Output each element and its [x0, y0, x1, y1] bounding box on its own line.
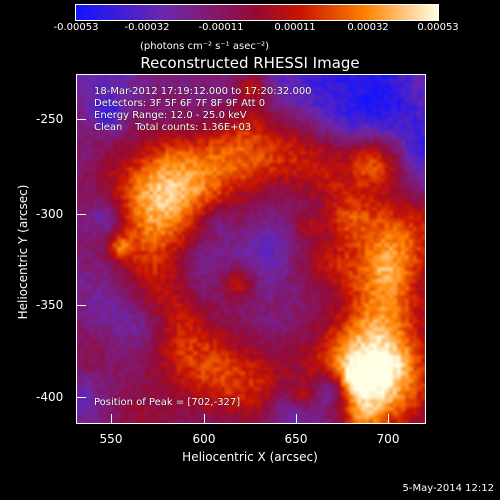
x-tick-mark	[296, 414, 297, 423]
annotation-method: Clean Total counts: 1.36E+03	[94, 122, 252, 133]
x-tick-mark	[388, 414, 389, 423]
colorbar	[75, 4, 439, 21]
colorbar-tick: 0.00032	[347, 22, 389, 33]
annotation-time-range: 18-Mar-2012 17:19:12.000 to 17:20:32.000	[94, 86, 312, 97]
y-tick-label: -350	[36, 298, 64, 312]
annotation-energy: Energy Range: 12.0 - 25.0 keV	[94, 110, 247, 121]
x-tick-label: 550	[99, 432, 123, 446]
colorbar-tick: 0.00011	[274, 22, 316, 33]
y-tick-mark	[77, 214, 86, 215]
y-tick-mark	[77, 305, 86, 306]
footer-date: 5-May-2014 12:12	[402, 483, 494, 494]
colorbar-tick: -0.00032	[124, 22, 170, 33]
x-tick-label: 700	[376, 432, 400, 446]
rhessi-image	[77, 75, 425, 423]
colorbar-tick: -0.00011	[198, 22, 244, 33]
x-tick-label: 600	[192, 432, 216, 446]
x-axis-label: Heliocentric X (arcsec)	[182, 450, 318, 464]
plot-frame	[76, 74, 426, 424]
y-tick-label: -400	[36, 390, 64, 404]
y-tick-mark	[77, 119, 86, 120]
annotation-peak: Position of Peak = [702,-327]	[94, 397, 241, 408]
x-tick-mark	[204, 414, 205, 423]
y-tick-mark	[77, 397, 86, 398]
y-axis-label: Heliocentric Y (arcsec)	[16, 184, 30, 320]
colorbar-units: (photons cm⁻² s⁻¹ asec⁻²)	[140, 41, 270, 52]
x-tick-label: 650	[284, 432, 308, 446]
colorbar-tick: -0.00053	[53, 22, 99, 33]
y-tick-label: -300	[36, 207, 64, 221]
y-tick-label: -250	[36, 112, 64, 126]
plot-title: Reconstructed RHESSI Image	[140, 54, 360, 72]
x-tick-mark	[111, 414, 112, 423]
colorbar-tick: 0.00053	[417, 22, 459, 33]
annotation-detectors: Detectors: 3F 5F 6F 7F 8F 9F Att 0	[94, 98, 266, 109]
